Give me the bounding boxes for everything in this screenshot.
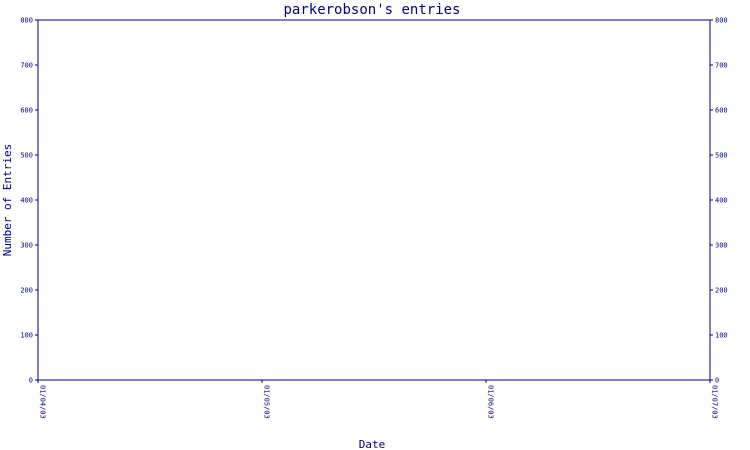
y-tick-label-left: 300 — [20, 242, 33, 250]
y-tick-label-left: 0 — [29, 377, 33, 385]
plot-frame — [37, 19, 711, 381]
x-tick-label: 01/04/03 — [39, 385, 47, 419]
y-tick-label-left: 100 — [20, 332, 33, 340]
y-tick-label-right: 700 — [715, 62, 728, 70]
y-axis-title: Number of Entries — [1, 144, 14, 257]
y-axis-right: 0 100 200 300 400 500 600 700 800 — [710, 17, 728, 385]
y-tick-label-right: 300 — [715, 242, 728, 250]
y-tick-label-left: 200 — [20, 287, 33, 295]
y-tick-label-left: 500 — [20, 152, 33, 160]
y-tick-label-right: 400 — [715, 197, 728, 205]
chart-title: parkerobson's entries — [283, 2, 460, 18]
y-tick-label-left: 800 — [20, 17, 33, 25]
y-tick-label-right: 0 — [715, 377, 719, 385]
y-tick-label-left: 600 — [20, 107, 33, 115]
y-tick-label-right: 600 — [715, 107, 728, 115]
x-axis-title: Date — [359, 438, 386, 450]
x-tick-label: 01/05/03 — [263, 385, 271, 419]
x-axis: 01/04/03 01/05/03 01/06/03 01/07/03 — [37, 380, 719, 419]
y-tick-label-right: 100 — [715, 332, 728, 340]
x-tick-label: 01/07/03 — [711, 385, 719, 419]
y-axis-left: 0 100 200 300 400 500 600 700 800 — [20, 17, 38, 385]
y-tick-label-right: 800 — [715, 17, 728, 25]
x-tick-label: 01/06/03 — [487, 385, 495, 419]
y-tick-label-right: 200 — [715, 287, 728, 295]
y-tick-label-left: 400 — [20, 197, 33, 205]
y-tick-label-right: 500 — [715, 152, 728, 160]
y-tick-label-left: 700 — [20, 62, 33, 70]
